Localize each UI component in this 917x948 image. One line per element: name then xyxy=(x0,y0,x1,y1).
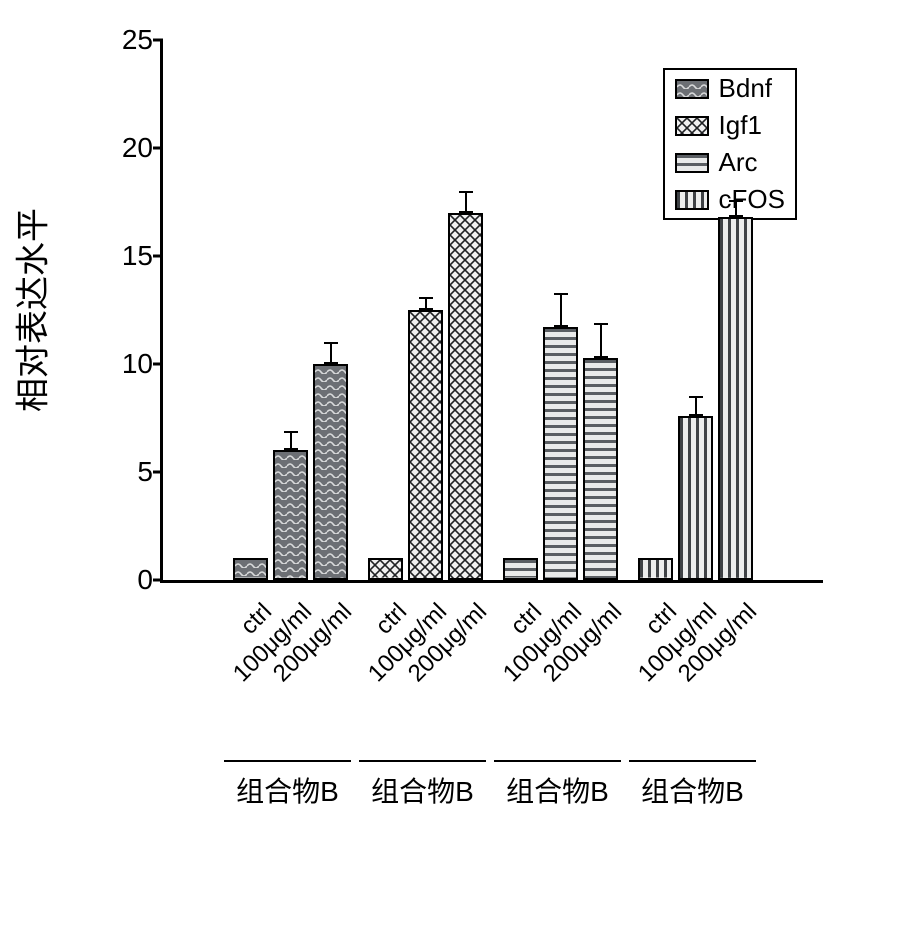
bar xyxy=(638,558,673,580)
legend-label: Igf1 xyxy=(719,110,762,141)
legend-row: Arc xyxy=(665,144,795,181)
error-bar xyxy=(560,293,562,328)
bar xyxy=(503,558,538,580)
bar xyxy=(718,217,753,580)
legend-label: Arc xyxy=(719,147,758,178)
error-bar xyxy=(290,431,292,450)
error-bar xyxy=(695,396,697,415)
bar xyxy=(543,327,578,580)
error-bar xyxy=(465,191,467,213)
plot-area: BdnfIgf1ArccFOS 0510152025 xyxy=(160,40,823,583)
bar xyxy=(368,558,403,580)
group-label: 组合物B xyxy=(371,770,474,810)
bar xyxy=(448,213,483,580)
legend-label: Bdnf xyxy=(719,73,773,104)
error-bar xyxy=(425,297,427,310)
y-tick-mark xyxy=(153,471,163,474)
error-bar xyxy=(735,200,737,217)
bar xyxy=(678,416,713,580)
group-label: 组合物B xyxy=(506,770,609,810)
group-underline xyxy=(224,760,351,762)
legend-row: Bdnf xyxy=(665,70,795,107)
bar xyxy=(233,558,268,580)
bar xyxy=(313,364,348,580)
y-tick-mark xyxy=(153,39,163,42)
legend-swatch xyxy=(675,153,709,173)
group-underline xyxy=(359,760,486,762)
legend-swatch xyxy=(675,116,709,136)
y-tick-mark xyxy=(153,147,163,150)
group-underline xyxy=(629,760,756,762)
y-tick-mark xyxy=(153,579,163,582)
error-bar xyxy=(330,342,332,364)
group-label: 组合物B xyxy=(236,770,339,810)
y-tick-mark xyxy=(153,363,163,366)
legend-swatch xyxy=(675,79,709,99)
legend-row: Igf1 xyxy=(665,107,795,144)
bar xyxy=(583,358,618,580)
bar xyxy=(408,310,443,580)
group-underline xyxy=(494,760,621,762)
error-bar xyxy=(600,323,602,358)
legend: BdnfIgf1ArccFOS xyxy=(663,68,797,220)
y-tick-mark xyxy=(153,255,163,258)
bar xyxy=(273,450,308,580)
y-axis-label: 相对表达水平 xyxy=(6,208,55,412)
legend-swatch xyxy=(675,190,709,210)
group-label: 组合物B xyxy=(641,770,744,810)
